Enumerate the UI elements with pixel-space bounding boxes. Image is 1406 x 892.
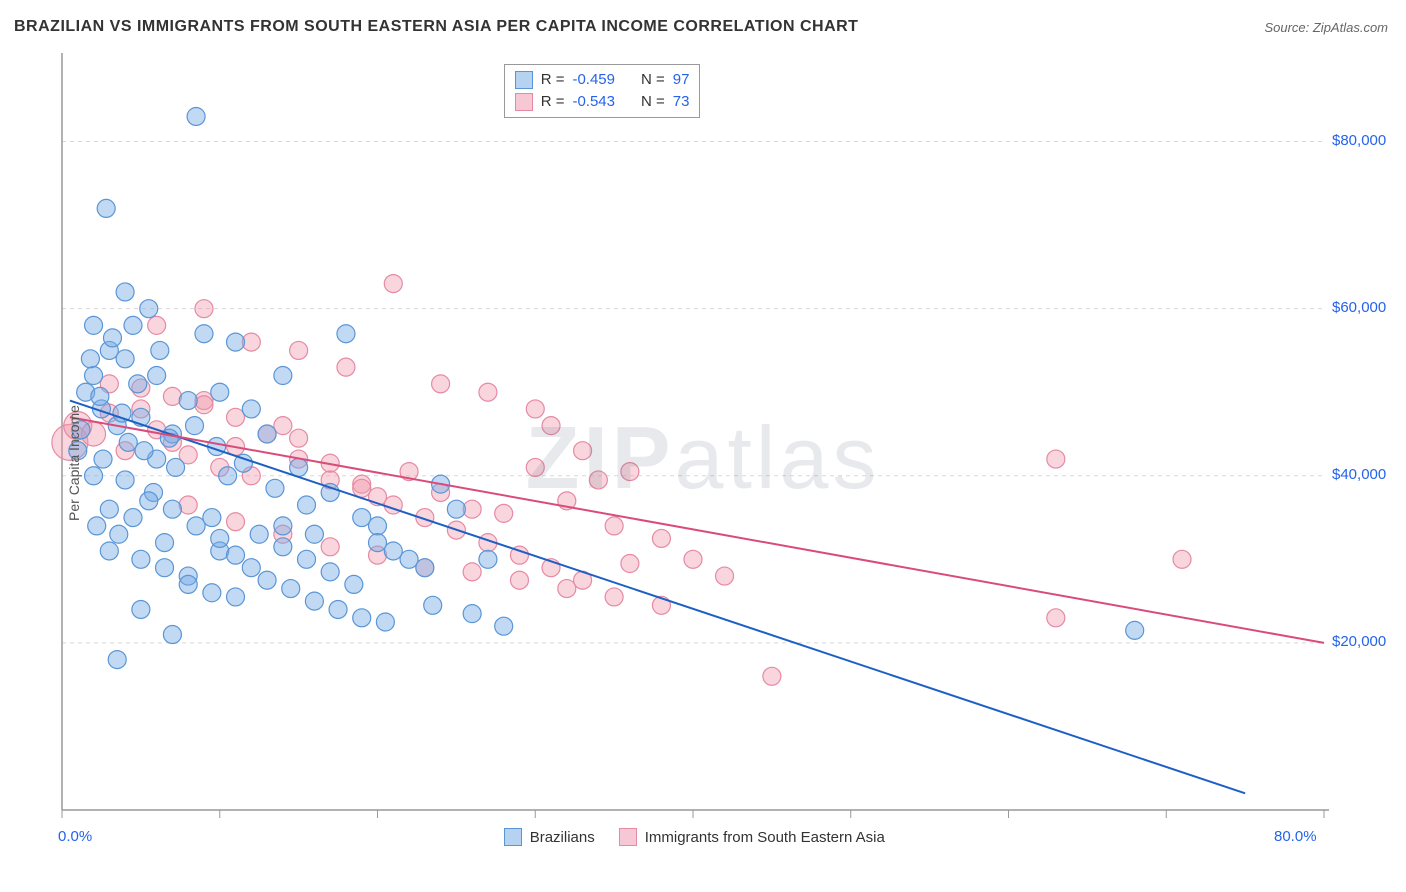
chart-title: BRAZILIAN VS IMMIGRANTS FROM SOUTH EASTE… (14, 18, 858, 36)
legend-label: Immigrants from South Eastern Asia (645, 829, 885, 846)
chart-area: Per Capita Income ZIPatlas R = -0.459N =… (14, 48, 1392, 878)
y-tick-label: $40,000 (1332, 466, 1386, 483)
legend-item: Immigrants from South Eastern Asia (619, 828, 885, 846)
stat-r-value: -0.459 (572, 69, 615, 91)
y-tick-label: $20,000 (1332, 633, 1386, 650)
stat-r-label: R = (541, 69, 565, 91)
stat-n-label: N = (641, 69, 665, 91)
series-legend: Brazilians Immigrants from South Eastern … (504, 828, 885, 846)
x-axis-max-label: 80.0% (1274, 828, 1317, 845)
source-attribution: Source: ZipAtlas.com (1264, 20, 1388, 35)
stat-r-value: -0.543 (572, 91, 615, 113)
y-axis-label: Per Capita Income (66, 405, 82, 521)
legend-swatch (504, 828, 522, 846)
stats-row: R = -0.543 N = 73 (515, 91, 690, 113)
stat-n-value: 73 (673, 91, 690, 113)
stat-n-value: 97 (673, 69, 690, 91)
legend-swatch (619, 828, 637, 846)
chart-header: BRAZILIAN VS IMMIGRANTS FROM SOUTH EASTE… (0, 0, 1406, 44)
series-swatch (515, 71, 533, 89)
legend-label: Brazilians (530, 829, 595, 846)
stat-n-label: N = (641, 91, 665, 113)
series-swatch (515, 93, 533, 111)
x-axis-min-label: 0.0% (58, 828, 92, 845)
scatter-chart-svg (14, 48, 1392, 878)
stat-r-label: R = (541, 91, 565, 113)
y-tick-label: $80,000 (1332, 132, 1386, 149)
legend-item: Brazilians (504, 828, 595, 846)
stats-legend-box: R = -0.459 N = 97 R = -0.543 N = 73 (504, 64, 701, 118)
stats-row: R = -0.459 N = 97 (515, 69, 690, 91)
y-tick-label: $60,000 (1332, 299, 1386, 316)
